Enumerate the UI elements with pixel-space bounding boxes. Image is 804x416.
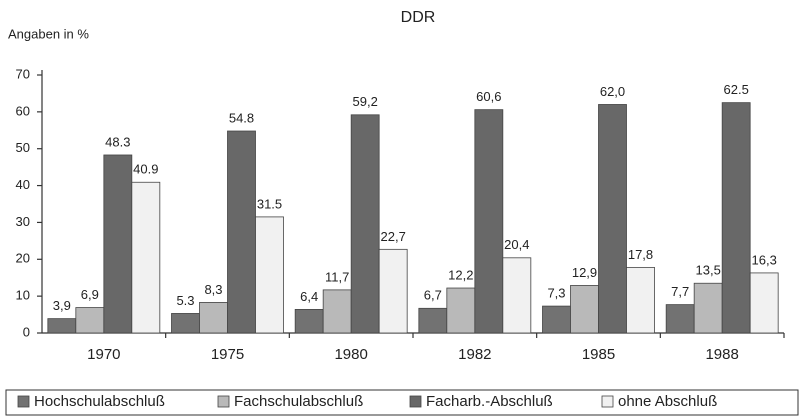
- bar: [131, 181, 161, 334]
- bar: [474, 109, 504, 334]
- value-label: 8,3: [204, 282, 222, 297]
- y-tick-label: 0: [23, 324, 30, 339]
- bar: [502, 257, 532, 334]
- y-tick-label: 10: [16, 288, 30, 303]
- legend-swatch: [601, 395, 614, 408]
- x-tick-label: 1980: [334, 346, 367, 363]
- x-tick-label: 1982: [458, 346, 491, 363]
- bar: [626, 266, 655, 334]
- value-label: 6,9: [81, 287, 99, 302]
- bar: [47, 318, 77, 334]
- value-label: 17,8: [628, 247, 653, 262]
- value-label: 62,0: [600, 84, 625, 99]
- value-label: 60,6: [476, 89, 501, 104]
- value-label: 5.3: [176, 293, 194, 308]
- bar: [693, 282, 723, 334]
- value-label: 13,5: [696, 263, 721, 278]
- legend-label: ohne Abschluß: [618, 393, 717, 410]
- x-tick-label: 1988: [705, 346, 738, 363]
- bar: [570, 285, 599, 334]
- y-tick-label: 50: [16, 140, 30, 155]
- bar: [103, 154, 133, 334]
- legend-label: Facharb.-Abschluß: [426, 393, 553, 410]
- bar: [721, 102, 751, 334]
- value-label: 62.5: [724, 82, 749, 97]
- bar: [378, 248, 408, 334]
- bar: [75, 307, 105, 334]
- legend-swatch: [217, 395, 230, 408]
- value-label: 12,2: [448, 267, 473, 282]
- value-label: 6,4: [300, 289, 318, 304]
- y-tick-label: 40: [16, 177, 30, 192]
- bar: [665, 304, 695, 334]
- legend-swatch: [17, 395, 30, 408]
- y-tick-label: 70: [16, 66, 30, 81]
- value-label: 48.3: [105, 134, 130, 149]
- y-tick-label: 20: [16, 251, 30, 266]
- chart-title: DDR: [401, 9, 436, 26]
- x-tick-label: 1975: [211, 346, 244, 363]
- value-label: 54.8: [229, 110, 254, 125]
- bar: [542, 305, 571, 334]
- value-label: 16,3: [752, 252, 777, 267]
- bar: [294, 309, 324, 334]
- legend-box: [5, 389, 799, 416]
- bar: [171, 313, 200, 334]
- bar: [418, 307, 448, 334]
- bar: [749, 272, 779, 334]
- value-label: 40.9: [133, 162, 158, 177]
- legend-swatch: [409, 395, 422, 408]
- value-label: 20,4: [504, 237, 529, 252]
- value-label: 22,7: [381, 229, 406, 244]
- bar: [322, 289, 352, 334]
- value-label: 3,9: [53, 298, 71, 313]
- y-tick-label: 30: [16, 214, 30, 229]
- x-tick-label: 1985: [582, 346, 615, 363]
- bar: [446, 287, 476, 334]
- value-label: 11,7: [325, 269, 349, 284]
- bar: [199, 302, 228, 334]
- x-tick-label: 1970: [87, 346, 120, 363]
- y-axis-label: Angaben in %: [8, 26, 89, 41]
- value-label: 12,9: [572, 265, 597, 280]
- bar: [598, 104, 627, 334]
- value-label: 6,7: [424, 288, 442, 303]
- value-label: 7,7: [671, 284, 689, 299]
- value-label: 59,2: [353, 94, 378, 109]
- value-label: 31.5: [257, 196, 282, 211]
- legend-label: Fachschulabschluß: [234, 393, 363, 410]
- y-tick-label: 60: [16, 103, 30, 118]
- bar: [350, 114, 380, 334]
- bar: [227, 130, 256, 334]
- legend-label: Hochschulabschluß: [34, 393, 165, 410]
- bar: [255, 216, 284, 334]
- value-label: 7,3: [547, 286, 565, 301]
